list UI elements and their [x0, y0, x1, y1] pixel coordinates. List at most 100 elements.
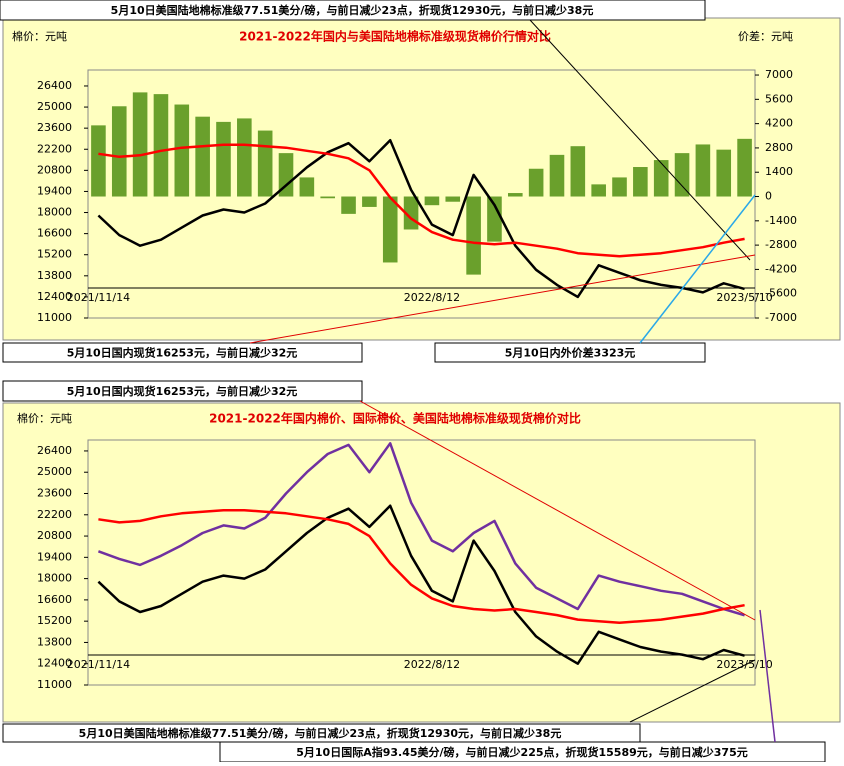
- x-tick-label: 2021/11/14: [67, 658, 130, 671]
- line: [98, 143, 745, 258]
- pointers: [249, 19, 776, 743]
- y-tick-label: 12400: [37, 290, 72, 303]
- note: 5月10日内外价差3323元: [505, 346, 636, 360]
- y2-tick-label: -1400: [765, 214, 797, 227]
- bar: [174, 104, 190, 197]
- note: 5月10日国际A指93.45美分/磅，与前日减少225点，折现货15589元，与…: [296, 745, 747, 759]
- y-tick-label: 16600: [37, 227, 72, 240]
- bar: [91, 125, 106, 197]
- y2-tick-label: -7000: [765, 311, 797, 324]
- x-tick-label: 2022/8/12: [404, 291, 460, 304]
- pointer: [639, 194, 756, 344]
- bar: [257, 130, 273, 197]
- y-tick-label: 13800: [37, 635, 72, 648]
- bar: [445, 196, 461, 202]
- y-tick-label: 22200: [37, 142, 72, 155]
- y-tick-label: 23600: [37, 486, 72, 499]
- y-tick-label: 23600: [37, 121, 72, 134]
- bar: [362, 196, 377, 207]
- bar: [111, 106, 127, 197]
- bar: [549, 154, 565, 197]
- note: 5月10日国内现货16253元，与前日减少32元: [67, 384, 298, 398]
- bar: [633, 167, 648, 197]
- bar: [424, 196, 440, 206]
- x-tick-label: 2023/5/10: [716, 291, 772, 304]
- y-tick-label: 19400: [37, 184, 72, 197]
- y2-tick-label: 4200: [765, 117, 793, 130]
- y2-tick-label: -4200: [765, 262, 797, 275]
- y-tick-label: 11000: [37, 311, 72, 324]
- bar: [528, 168, 544, 197]
- y2-tick-label: -5600: [765, 287, 797, 300]
- bar: [341, 196, 356, 214]
- note-box: [434, 342, 706, 363]
- y-axis-label: 棉价：元吨: [12, 29, 67, 43]
- note-box: [0, 0, 706, 21]
- bar: [195, 116, 210, 197]
- bar: [737, 138, 752, 197]
- y-tick-label: 20800: [37, 163, 72, 176]
- y2-tick-label: 5600: [765, 92, 793, 105]
- y2-tick-label: 7000: [765, 68, 793, 81]
- plot-area: [87, 439, 756, 686]
- bar: [320, 196, 335, 199]
- y2-tick-label: 1400: [765, 165, 793, 178]
- bar: [278, 153, 294, 197]
- y-tick-label: 22200: [37, 508, 72, 521]
- bar: [674, 153, 690, 197]
- y-tick-label: 26400: [37, 444, 72, 457]
- bar: [237, 118, 252, 197]
- y-tick-label: 26400: [37, 79, 72, 92]
- x-tick-label: 2021/11/14: [67, 291, 130, 304]
- note-box: [2, 380, 363, 402]
- note: 5月10日国内现货16253元，与前日减少32元: [67, 346, 298, 360]
- bar: [695, 144, 711, 197]
- bar: [570, 146, 586, 197]
- y-tick-label: 12400: [37, 657, 72, 670]
- note-box: [2, 342, 363, 363]
- pointer: [359, 400, 756, 621]
- y-tick-label: 25000: [37, 465, 72, 478]
- x-tick-label: 2023/5/10: [716, 658, 772, 671]
- bar: [591, 184, 606, 197]
- y-tick-label: 18000: [37, 206, 72, 219]
- note: 5月10日美国陆地棉标准级77.51美分/磅，与前日减少23点，折现货12930…: [79, 726, 562, 740]
- y-tick-label: 15200: [37, 248, 72, 261]
- bar: [466, 196, 481, 275]
- y-tick-label: 11000: [37, 678, 72, 691]
- y-tick-label: 13800: [37, 269, 72, 282]
- bar: [132, 92, 148, 197]
- line: [97, 504, 745, 665]
- y-axis-label: 棉价：元吨: [17, 411, 72, 425]
- y2-tick-label: -2800: [765, 238, 797, 251]
- chart-title: 2021-2022年国内与美国陆地棉标准级现货棉价行情对比: [239, 29, 551, 44]
- y2-tick-label: 2800: [765, 141, 793, 154]
- bar: [299, 177, 315, 197]
- y2-axis-label: 价差：元吨: [738, 29, 793, 43]
- y-tick-label: 20800: [37, 529, 72, 542]
- pointer: [249, 254, 756, 344]
- y-tick-label: 15200: [37, 614, 72, 627]
- chart-title: 2021-2022年国内棉价、国际棉价、美国陆地棉标准级现货棉价对比: [209, 411, 581, 426]
- bar: [487, 196, 502, 242]
- note: 5月10日美国陆地棉标准级77.51美分/磅，与前日减少23点，折现货12930…: [111, 3, 594, 17]
- bar: [382, 196, 398, 263]
- y-tick-label: 19400: [37, 550, 72, 563]
- line: [97, 442, 745, 617]
- y-tick-label: 16600: [37, 593, 72, 606]
- line: [98, 508, 745, 624]
- bar: [716, 149, 732, 197]
- y-tick-label: 25000: [37, 100, 72, 113]
- bar: [612, 177, 627, 197]
- line: [97, 138, 745, 299]
- pointer: [759, 609, 776, 743]
- pointer: [629, 659, 756, 723]
- bar: [508, 193, 523, 197]
- bar: [653, 160, 669, 197]
- bar: [153, 94, 169, 197]
- bar: [216, 121, 231, 197]
- pointer: [529, 19, 751, 261]
- x-tick-label: 2022/8/12: [404, 658, 460, 671]
